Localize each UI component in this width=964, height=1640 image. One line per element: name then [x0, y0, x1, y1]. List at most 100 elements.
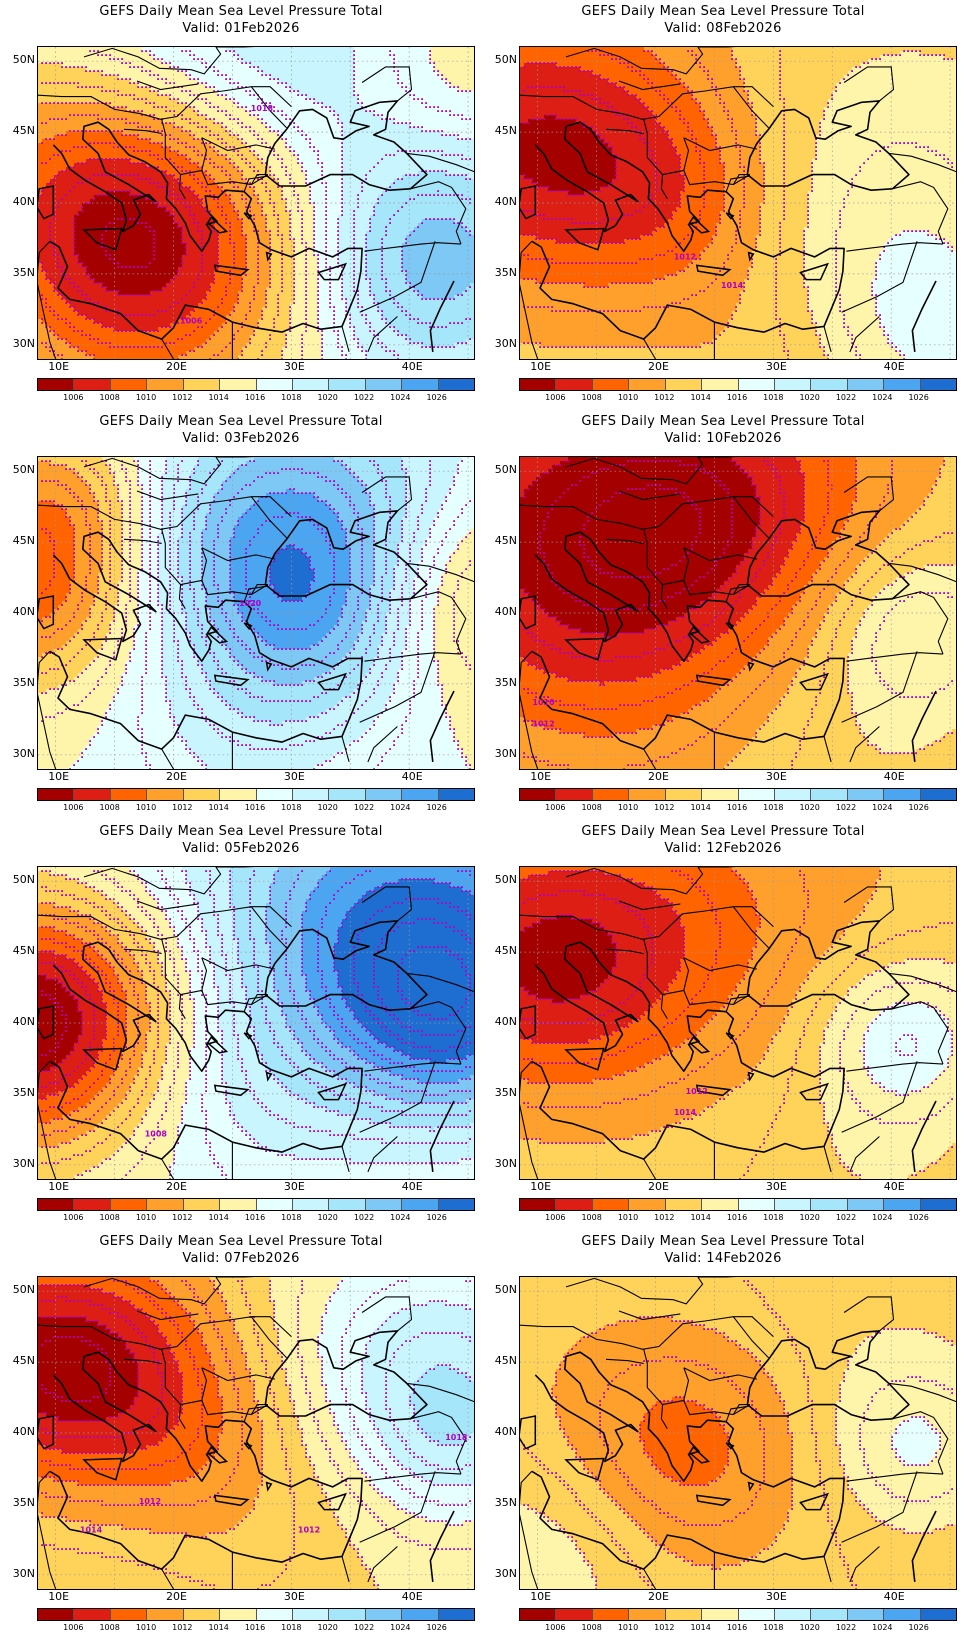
colorbar-label: 1024 [867, 1213, 897, 1222]
colorbar-swatch [884, 789, 920, 800]
colorbar-label: 1006 [58, 803, 88, 812]
contour-label: 1014 [80, 1525, 103, 1534]
pressure-shading [520, 867, 956, 1179]
lat-tick-label: 45N [483, 535, 517, 547]
panel-title: GEFS Daily Mean Sea Level Pressure Total [482, 4, 964, 20]
lat-tick-label: 40N [483, 196, 517, 208]
lat-tick-label: 35N [483, 677, 517, 689]
colorbar-label: 1014 [686, 1213, 716, 1222]
colorbar-label: 1008 [577, 393, 607, 402]
colorbar-swatch [666, 1199, 702, 1210]
panel-valid-date: Valid: 01Feb2026 [0, 21, 482, 37]
colorbar-swatch [884, 1199, 920, 1210]
colorbar-label: 1012 [167, 1623, 197, 1632]
colorbar-swatch [184, 1609, 220, 1620]
colorbar-label: 1024 [867, 803, 897, 812]
colorbar-swatch [293, 1199, 329, 1210]
colorbar-swatch [402, 1609, 438, 1620]
contour-label: 1018 [445, 1433, 468, 1442]
colorbar-label: 1014 [686, 1623, 716, 1632]
pressure-map: 1020 [37, 456, 475, 770]
colorbar-swatch [220, 1199, 256, 1210]
colorbar-label: 1024 [867, 393, 897, 402]
colorbar-label: 1024 [867, 1623, 897, 1632]
colorbar-swatch [775, 1609, 811, 1620]
pressure-shading [520, 457, 956, 769]
map-canvas: 1020 [38, 457, 474, 769]
lat-tick-label: 35N [1, 677, 35, 689]
panel-title: GEFS Daily Mean Sea Level Pressure Total [0, 414, 482, 430]
pressure-shading [38, 457, 474, 769]
colorbar-label: 1016 [240, 393, 270, 402]
colorbar-swatch [402, 379, 438, 390]
colorbar-swatch [520, 789, 556, 800]
colorbar-swatch [520, 1199, 556, 1210]
colorbar-swatch [702, 1199, 738, 1210]
panel-valid-date: Valid: 08Feb2026 [482, 21, 964, 37]
pressure-map: 1012 1014 [519, 46, 957, 360]
contour-label: 1020 [239, 599, 262, 608]
colorbar-label: 1018 [758, 803, 788, 812]
colorbar-swatch [593, 379, 629, 390]
colorbar-swatch [402, 1199, 438, 1210]
colorbar [37, 788, 475, 801]
map-panel: GEFS Daily Mean Sea Level Pressure Total… [0, 0, 482, 410]
lon-tick-label: 30E [756, 1181, 796, 1193]
lon-tick-label: 20E [639, 361, 679, 373]
lon-tick-label: 40E [392, 1181, 432, 1193]
pressure-shading [520, 47, 956, 359]
lon-tick-label: 20E [157, 1181, 197, 1193]
panel-title: GEFS Daily Mean Sea Level Pressure Total [482, 414, 964, 430]
colorbar-label: 1020 [313, 393, 343, 402]
colorbar-label: 1022 [349, 1623, 379, 1632]
colorbar-swatch [366, 789, 402, 800]
colorbar-swatch [147, 1199, 183, 1210]
pressure-map: 1012 1014 [519, 866, 957, 1180]
colorbar-swatch [811, 789, 847, 800]
lon-tick-label: 10E [39, 1181, 79, 1193]
lon-tick-label: 30E [756, 361, 796, 373]
colorbar-swatch [921, 1199, 956, 1210]
colorbar-label: 1016 [722, 1623, 752, 1632]
colorbar-swatch [556, 1199, 592, 1210]
lon-tick-label: 30E [274, 771, 314, 783]
colorbar-label: 1010 [131, 1213, 161, 1222]
lon-tick-label: 20E [157, 1591, 197, 1603]
contour-label: 1012 [674, 253, 696, 262]
colorbar-swatch [921, 1609, 956, 1620]
lat-tick-label: 50N [1, 54, 35, 66]
lon-tick-label: 30E [756, 771, 796, 783]
colorbar-swatch [329, 1199, 365, 1210]
lon-tick-label: 40E [874, 771, 914, 783]
map-panel: GEFS Daily Mean Sea Level Pressure Total… [0, 1230, 482, 1640]
colorbar-swatch [257, 789, 293, 800]
colorbar-label: 1008 [577, 1623, 607, 1632]
panel-valid-date: Valid: 05Feb2026 [0, 841, 482, 857]
lat-tick-label: 40N [483, 1426, 517, 1438]
colorbar-label: 1024 [385, 393, 415, 402]
colorbar-label: 1016 [240, 1213, 270, 1222]
pressure-map: 1012 1014 1012 1018 [37, 1276, 475, 1590]
colorbar-label: 1022 [831, 393, 861, 402]
panel-valid-date: Valid: 14Feb2026 [482, 1251, 964, 1267]
colorbar-label: 1012 [649, 1623, 679, 1632]
colorbar-label: 1022 [831, 1623, 861, 1632]
colorbar-label: 1020 [795, 1213, 825, 1222]
lon-tick-label: 20E [157, 361, 197, 373]
colorbar-label: 1012 [649, 393, 679, 402]
colorbar-label: 1006 [58, 1213, 88, 1222]
colorbar-label: 1016 [722, 393, 752, 402]
lat-tick-label: 35N [483, 267, 517, 279]
colorbar-swatch [111, 379, 147, 390]
map-panel: GEFS Daily Mean Sea Level Pressure Total… [482, 0, 964, 410]
lat-tick-label: 35N [483, 1497, 517, 1509]
colorbar-swatch [74, 1199, 110, 1210]
colorbar-swatch [739, 789, 775, 800]
colorbar-swatch [666, 1609, 702, 1620]
colorbar-swatch [739, 1609, 775, 1620]
colorbar-label: 1026 [904, 1623, 934, 1632]
colorbar-swatch [366, 379, 402, 390]
colorbar-swatch [811, 1199, 847, 1210]
contour-label: 1018 [251, 104, 274, 113]
lat-tick-label: 50N [483, 1284, 517, 1296]
